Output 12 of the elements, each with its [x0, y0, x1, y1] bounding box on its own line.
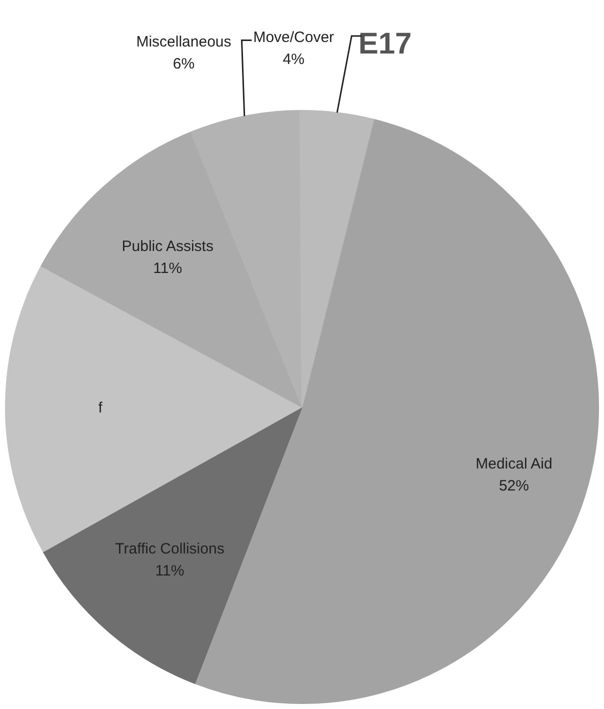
data-label: 11%	[155, 562, 184, 580]
data-label: 4%	[282, 51, 304, 68]
slice-label: Miscellaneous	[136, 33, 232, 50]
data-label: 11%	[153, 260, 182, 277]
slice-label: Traffic Collisions	[115, 540, 224, 558]
slice-label: Public Assists	[122, 238, 214, 255]
data-label: 52%	[498, 477, 529, 494]
data-label: 6%	[172, 55, 195, 72]
slice-label: Medical Aid	[476, 455, 552, 472]
slice-label: Move/Cover	[253, 29, 334, 46]
slice-label: f	[98, 400, 104, 417]
chart-title: E17	[358, 27, 412, 60]
